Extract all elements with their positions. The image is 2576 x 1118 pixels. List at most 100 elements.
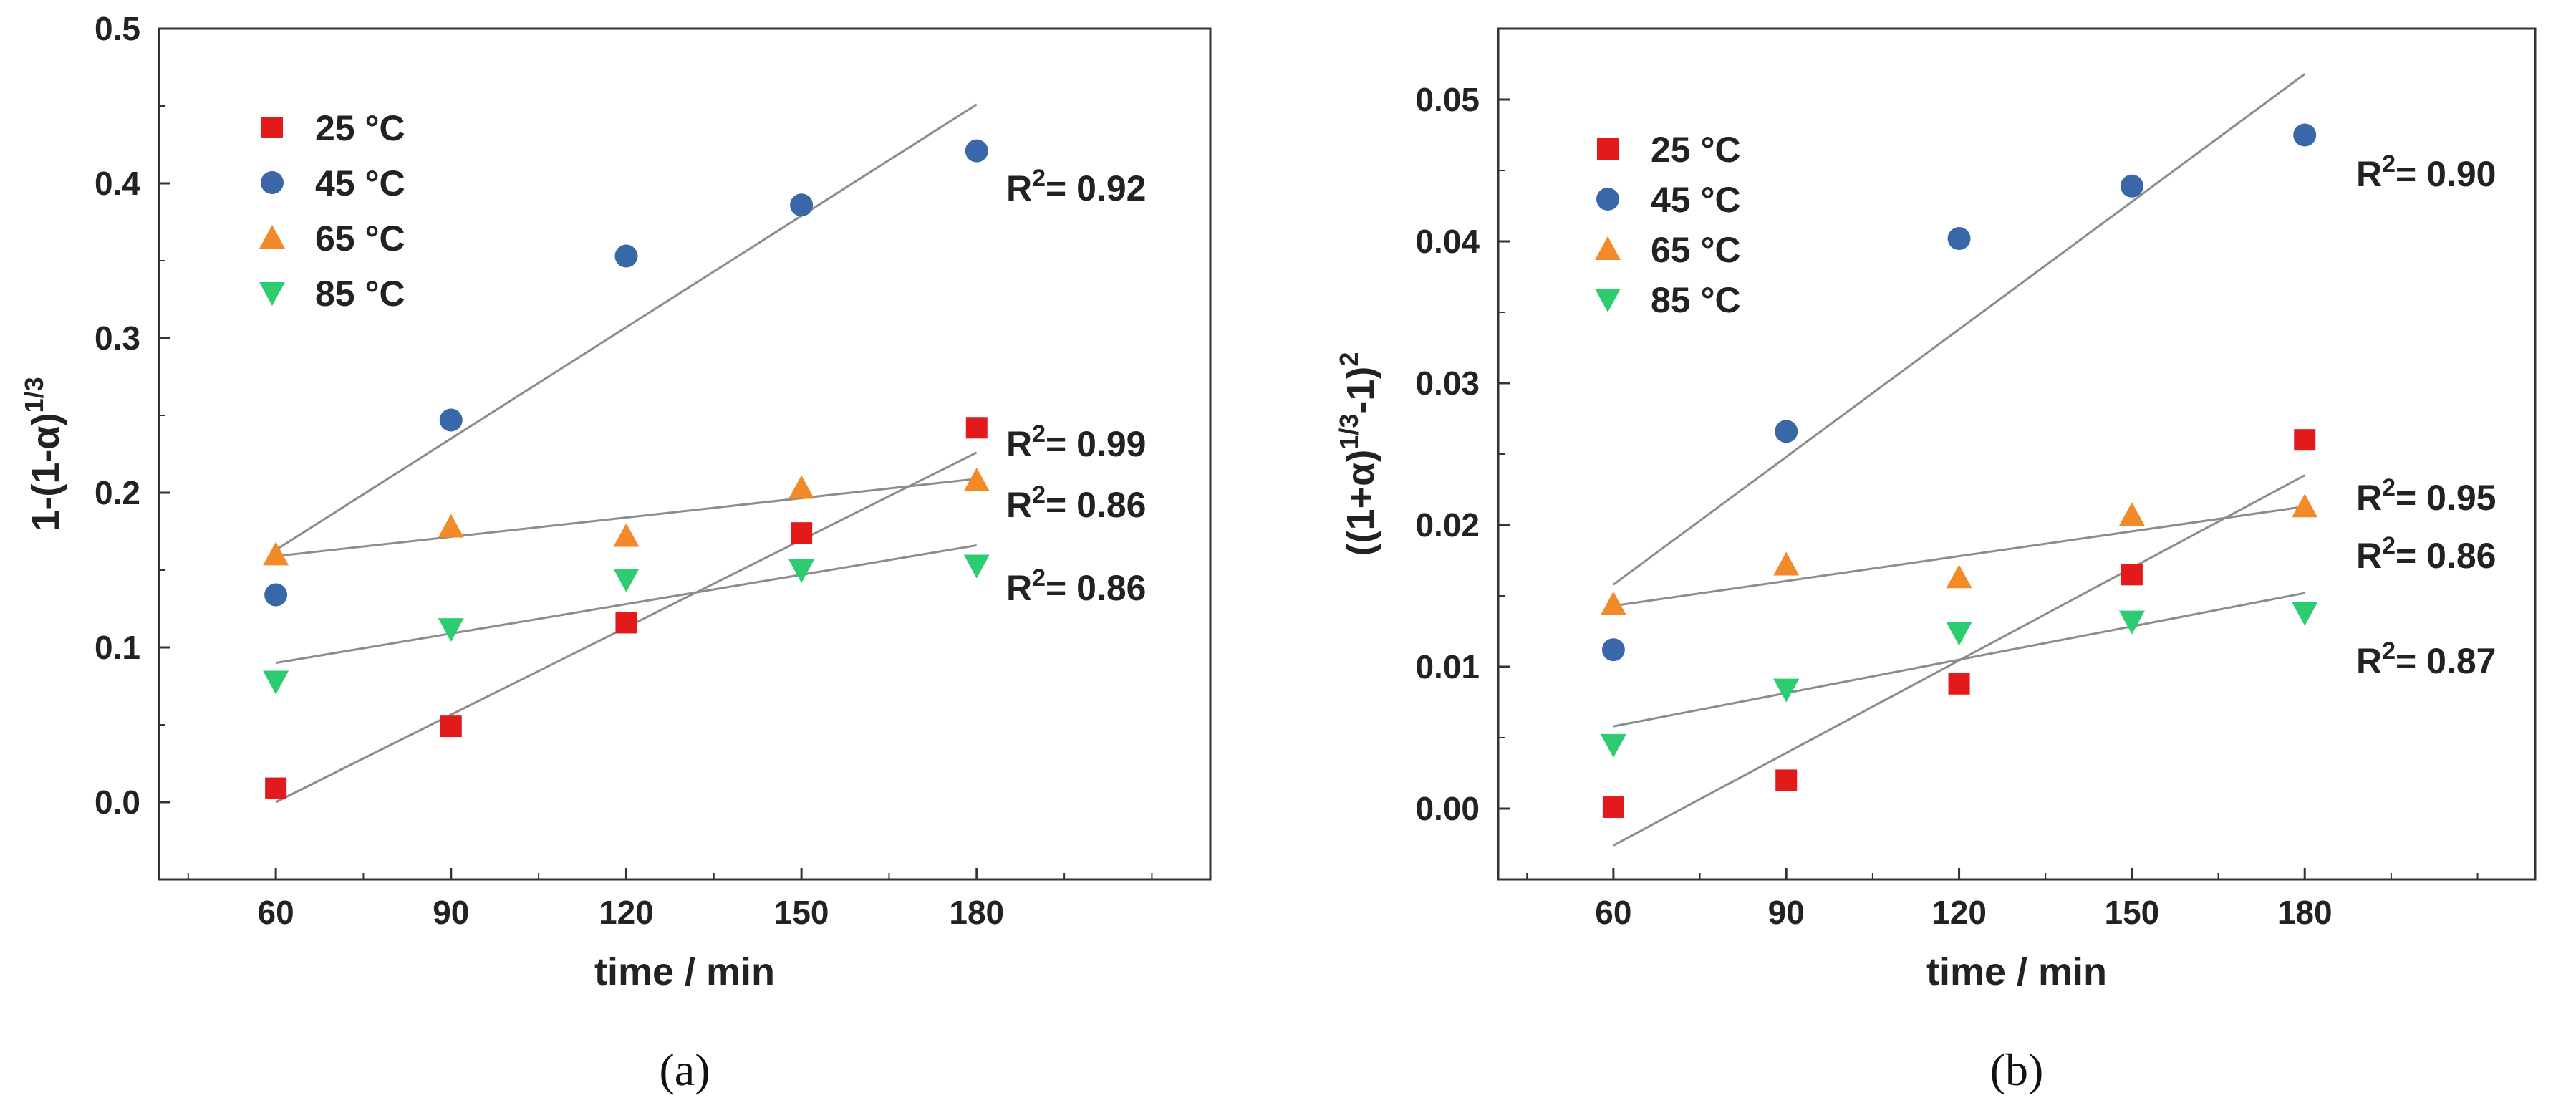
- fit-line: [275, 478, 977, 558]
- legend-label: 45 °C: [1651, 180, 1741, 220]
- y-tick-label: 0.1: [95, 629, 140, 666]
- data-point: [1602, 796, 1624, 819]
- data-point: [439, 408, 463, 432]
- legend-marker: [1597, 138, 1619, 160]
- data-point: [613, 568, 640, 592]
- plot-frame: [158, 27, 1212, 881]
- data-point: [1948, 673, 1970, 695]
- data-point: [2120, 174, 2143, 198]
- legend-marker: [261, 171, 284, 194]
- legend-label: 65 °C: [1651, 230, 1741, 270]
- data-point: [1775, 769, 1798, 791]
- data-point: [1775, 420, 1798, 443]
- data-point: [788, 559, 815, 583]
- chart-panel-a: 60 90 120 150 180 0.0 0.1 0.2 0.3 0.4 0.5 25 °C 45 °…: [19, 10, 1212, 1095]
- data-point: [438, 514, 464, 538]
- fit-line: [275, 544, 978, 665]
- r-squared-annotation: R2= 0.86: [1006, 564, 1146, 608]
- y-axis-title: ((1+α)1/3-1)2: [1334, 352, 1382, 556]
- legend-marker: [1595, 236, 1621, 260]
- x-tick-label: 90: [1768, 894, 1805, 931]
- data-point: [1946, 622, 1972, 646]
- y-tick-label: 0.03: [1415, 365, 1480, 402]
- x-tick-label: 60: [258, 894, 294, 931]
- panel-label: (b): [1990, 1044, 2044, 1095]
- legend-label: 25 °C: [315, 108, 405, 148]
- data-point: [2121, 564, 2143, 586]
- legend-marker: [259, 282, 285, 306]
- panel-label: (a): [659, 1044, 710, 1095]
- data-point: [440, 715, 462, 738]
- data-point: [614, 244, 638, 268]
- data-point: [1773, 678, 1800, 703]
- legend-label: 45 °C: [315, 163, 405, 203]
- data-point: [963, 467, 990, 491]
- data-point: [2293, 123, 2317, 147]
- x-tick-label: 120: [1931, 894, 1987, 931]
- legend-label: 85 °C: [1651, 280, 1741, 320]
- legend-marker: [1595, 289, 1621, 312]
- y-tick-label: 0.01: [1415, 648, 1480, 685]
- fit-line: [1613, 592, 2305, 728]
- legend-marker: [261, 117, 283, 138]
- legend-label: 65 °C: [315, 218, 405, 259]
- r-squared-annotation: R2= 0.86: [2356, 532, 2496, 576]
- y-axis-title: 1-(1-α)1/3: [19, 377, 67, 531]
- data-point: [1600, 733, 1626, 758]
- data-point: [615, 612, 637, 634]
- x-tick-label: 90: [433, 894, 469, 931]
- r-squared-annotation: R2= 0.99: [1006, 420, 1146, 464]
- data-point: [788, 475, 815, 499]
- x-tick-label: 150: [774, 894, 829, 931]
- data-point: [263, 670, 289, 695]
- r-squared-annotation: R2= 0.95: [2356, 474, 2496, 518]
- x-axis-title: time / min: [1926, 950, 2107, 993]
- data-point: [2292, 602, 2318, 626]
- data-point: [263, 541, 289, 566]
- y-tick-label: 0.05: [1415, 81, 1480, 118]
- legend-marker: [1596, 188, 1619, 211]
- data-point: [264, 583, 288, 607]
- x-tick-label: 120: [599, 894, 654, 931]
- data-point: [965, 417, 988, 439]
- data-point: [1773, 551, 1800, 576]
- y-tick-label: 0.04: [1415, 223, 1480, 260]
- data-point: [965, 139, 988, 163]
- y-tick-label: 0.00: [1415, 790, 1480, 827]
- fit-line: [1613, 505, 2305, 607]
- data-point: [1947, 227, 1971, 251]
- x-tick-label: 180: [2277, 894, 2333, 931]
- legend-label: 85 °C: [315, 274, 405, 314]
- y-tick-label: 0.5: [95, 10, 140, 47]
- x-axis-title: time / min: [594, 950, 775, 993]
- data-point: [2294, 429, 2316, 451]
- data-point: [265, 777, 287, 799]
- y-tick-label: 0.02: [1415, 506, 1480, 544]
- data-point: [2118, 610, 2145, 635]
- r-squared-annotation: R2= 0.92: [1006, 165, 1146, 208]
- r-squared-annotation: R2= 0.87: [2356, 637, 2496, 681]
- x-tick-label: 150: [2105, 894, 2160, 931]
- r-squared-annotation: R2= 0.90: [2356, 150, 2496, 194]
- legend-label: 25 °C: [1651, 130, 1741, 170]
- fit-line: [275, 103, 978, 551]
- data-point: [1600, 591, 1626, 615]
- data-point: [1601, 638, 1625, 662]
- y-tick-label: 0.4: [95, 165, 140, 202]
- y-tick-label: 0.2: [95, 474, 140, 511]
- chart-panel-b: 60 90 120 150 180 0.00 0.01 0.02 0.03 0.04 0.05 25 …: [1334, 27, 2537, 1095]
- y-tick-label: 0.3: [95, 319, 140, 357]
- data-point: [613, 523, 640, 547]
- fit-line: [1612, 73, 2306, 586]
- data-point: [1946, 564, 1972, 589]
- data-point: [790, 193, 814, 217]
- y-tick-label: 0.0: [95, 784, 140, 821]
- legend-marker: [259, 225, 285, 249]
- x-tick-label: 60: [1595, 894, 1631, 931]
- data-point: [438, 618, 464, 642]
- data-point: [963, 554, 990, 579]
- data-point: [2292, 493, 2318, 518]
- data-point: [2118, 502, 2145, 526]
- data-point: [791, 522, 813, 544]
